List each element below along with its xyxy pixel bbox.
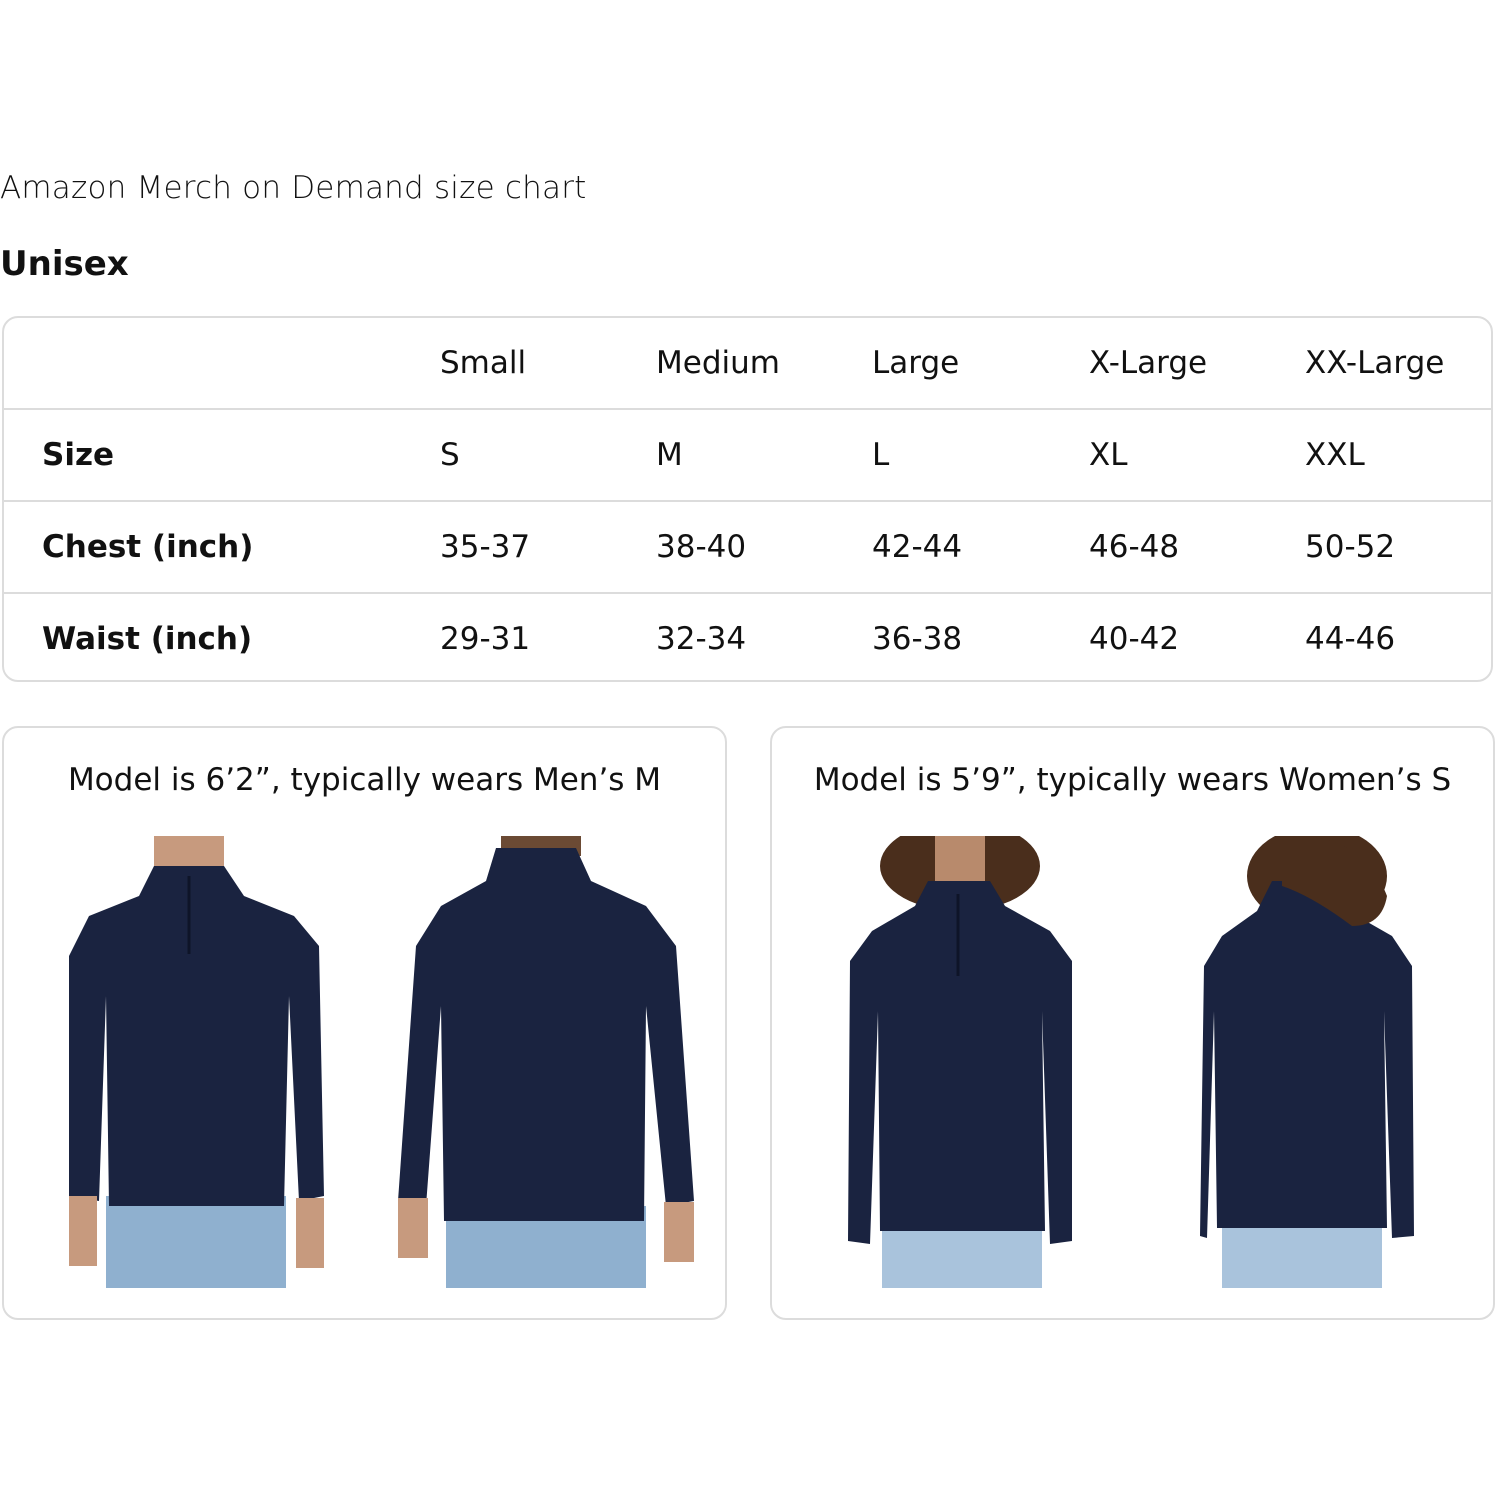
- male-model-card: Model is 6’2”, typically wears Men’s M: [2, 726, 727, 1320]
- column-header: Medium: [656, 345, 780, 381]
- table-cell: 50-52: [1305, 529, 1396, 565]
- table-cell: 44-46: [1305, 621, 1396, 657]
- male-model-front-image: [69, 836, 324, 1288]
- table-header-row: Small Medium Large X-Large XX-Large: [4, 318, 1491, 410]
- table-cell: S: [440, 437, 460, 473]
- female-model-front-image: [848, 836, 1072, 1288]
- row-label: Waist (inch): [42, 621, 253, 657]
- table-row: Waist (inch) 29-31 32-34 36-38 40-42 44-…: [4, 594, 1491, 680]
- table-cell: 32-34: [656, 621, 747, 657]
- table-cell: 36-38: [872, 621, 963, 657]
- table-row: Size S M L XL XXL: [4, 410, 1491, 502]
- table-cell: L: [872, 437, 890, 473]
- female-model-card: Model is 5’9”, typically wears Women’s S: [770, 726, 1495, 1320]
- table-cell: M: [656, 437, 683, 473]
- male-model-back-image: [398, 836, 694, 1288]
- table-cell: 46-48: [1089, 529, 1180, 565]
- row-label: Size: [42, 437, 115, 473]
- column-header: X-Large: [1089, 345, 1208, 381]
- table-cell: XXL: [1305, 437, 1365, 473]
- section-title: Unisex: [0, 244, 129, 284]
- table-cell: 40-42: [1089, 621, 1180, 657]
- table-cell: XL: [1089, 437, 1128, 473]
- table-row: Chest (inch) 35-37 38-40 42-44 46-48 50-…: [4, 502, 1491, 594]
- chart-title: Amazon Merch on Demand size chart: [0, 170, 587, 206]
- column-header: XX-Large: [1305, 345, 1445, 381]
- table-cell: 42-44: [872, 529, 963, 565]
- female-model-back-image: [1200, 836, 1414, 1288]
- column-header: Small: [440, 345, 527, 381]
- table-cell: 38-40: [656, 529, 747, 565]
- model-caption: Model is 6’2”, typically wears Men’s M: [67, 762, 662, 798]
- model-caption: Model is 5’9”, typically wears Women’s S: [813, 762, 1452, 798]
- row-label: Chest (inch): [42, 529, 254, 565]
- column-header: Large: [872, 345, 960, 381]
- table-cell: 35-37: [440, 529, 531, 565]
- size-table: Small Medium Large X-Large XX-Large Size…: [2, 316, 1493, 682]
- table-cell: 29-31: [440, 621, 531, 657]
